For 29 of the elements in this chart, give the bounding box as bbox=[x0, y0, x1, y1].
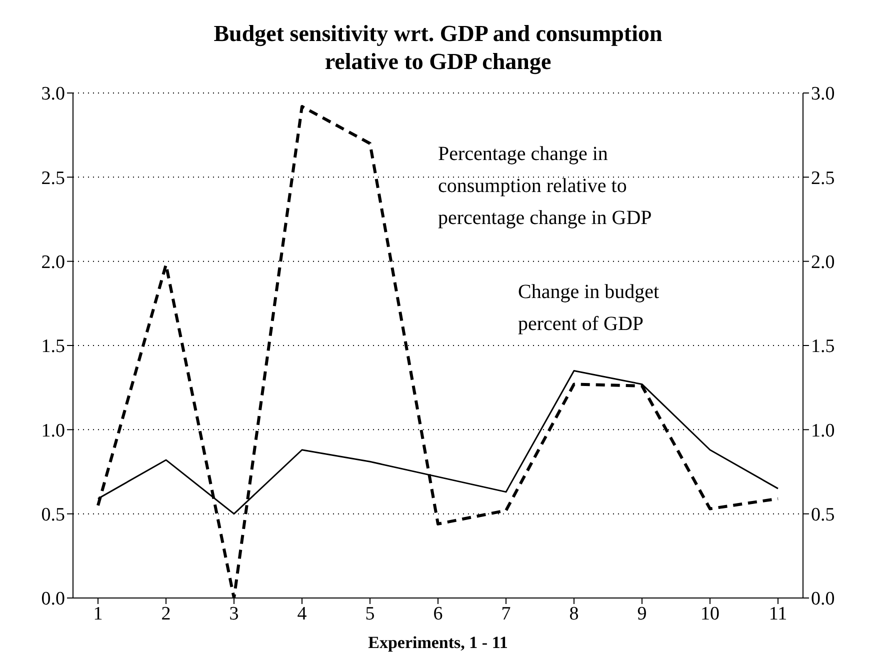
x-tick-label: 6 bbox=[433, 603, 443, 624]
y-tick-label: 1.5 bbox=[41, 336, 65, 358]
y-tick-label: 3.0 bbox=[41, 84, 65, 105]
y2-tick-label: 1.0 bbox=[811, 420, 835, 442]
y-tick-label: 1.0 bbox=[41, 420, 65, 442]
x-tick-label: 9 bbox=[637, 603, 647, 624]
y-tick-label: 2.0 bbox=[41, 252, 65, 274]
x-tick-label: 8 bbox=[569, 603, 579, 624]
x-tick-label: 1 bbox=[93, 603, 103, 624]
x-axis-title: Experiments, 1 - 11 bbox=[368, 633, 508, 652]
y2-tick-label: 0.0 bbox=[811, 588, 835, 610]
x-tick-label: 7 bbox=[501, 603, 511, 624]
x-tick-label: 5 bbox=[365, 603, 375, 624]
y2-tick-label: 3.0 bbox=[811, 84, 835, 105]
text: Change in budget percent of GDP bbox=[518, 280, 660, 337]
y-tick-label: 0.5 bbox=[41, 504, 65, 526]
x-tick-label: 4 bbox=[297, 603, 308, 624]
x-tick-label: 11 bbox=[768, 603, 788, 624]
x-tick-label: 3 bbox=[229, 603, 239, 624]
y2-tick-label: 1.5 bbox=[811, 336, 835, 358]
y2-tick-label: 0.5 bbox=[811, 504, 835, 526]
y-tick-label: 0.0 bbox=[41, 588, 65, 610]
y2-tick-label: 2.5 bbox=[811, 168, 835, 189]
y2-tick-label: 2.0 bbox=[811, 252, 835, 274]
chart-title: Budget sensitivity wrt. GDP and consumption relative to GDP change bbox=[212, 20, 664, 76]
y-tick-label: 2.5 bbox=[41, 168, 65, 189]
x-tick-label: 10 bbox=[700, 603, 720, 624]
x-tick-label: 2 bbox=[161, 603, 171, 624]
text: Percentage change in consumption relative to percentage change in GDP bbox=[438, 142, 653, 231]
